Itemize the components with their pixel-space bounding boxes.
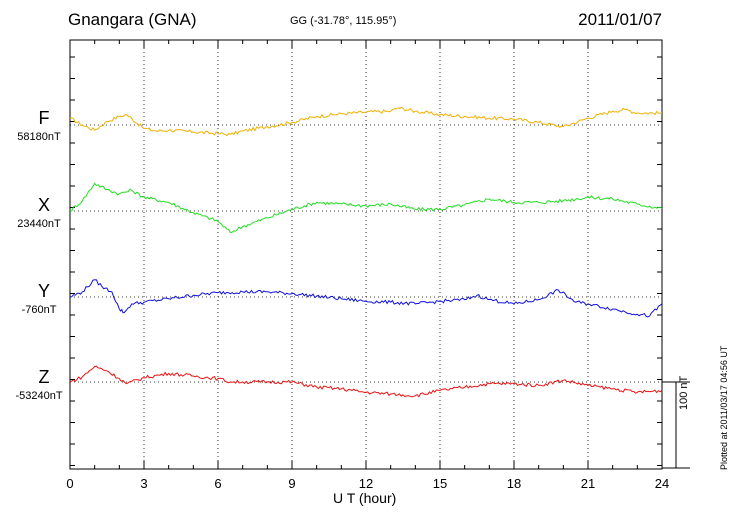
station-title: Gnangara (GNA) — [68, 10, 197, 29]
x-tick-label: 24 — [655, 476, 669, 491]
series-line-x — [69, 182, 663, 234]
x-tick-label: 15 — [433, 476, 447, 491]
series-baseline-x: 23440nT — [17, 218, 61, 230]
series-label-f: F — [38, 108, 50, 128]
series-baseline-y: -760nT — [21, 304, 57, 316]
series-baseline-z: -53240nT — [15, 390, 63, 402]
x-tick-label: 12 — [359, 476, 373, 491]
series-label-z: Z — [38, 367, 50, 387]
x-tick-label: 9 — [288, 476, 295, 491]
series-line-f — [69, 106, 663, 137]
x-tick-label: 18 — [507, 476, 521, 491]
series-label-x: X — [37, 195, 50, 215]
series-line-y — [69, 279, 663, 318]
x-axis-label: U T (hour) — [333, 490, 397, 506]
station-coordinates: GG (-31.78°, 115.95°) — [290, 15, 397, 27]
plotted-timestamp: Plotted at 2011/03/17 04:56 UT — [719, 345, 729, 470]
scale-bar-label: 100 nT — [678, 375, 690, 410]
series-label-y: Y — [37, 281, 50, 301]
x-tick-label: 21 — [581, 476, 595, 491]
series-baseline-f: 58180nT — [17, 131, 61, 143]
x-tick-label: 0 — [66, 476, 73, 491]
x-tick-label: 6 — [214, 476, 221, 491]
series-line-z — [69, 365, 663, 398]
plot-date: 2011/01/07 — [578, 10, 662, 29]
x-tick-label: 3 — [140, 476, 147, 491]
